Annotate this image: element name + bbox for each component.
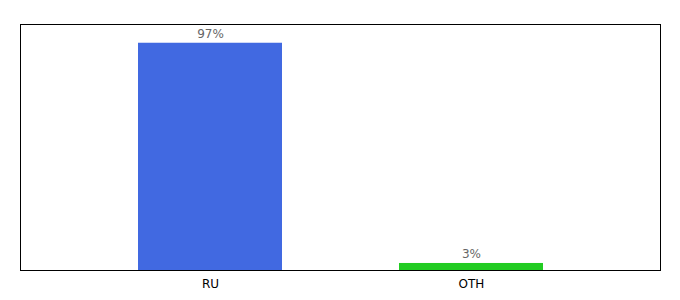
- svg-text:3%: 3%: [462, 247, 481, 261]
- svg-text:RU: RU: [202, 277, 219, 291]
- svg-text:97%: 97%: [197, 27, 224, 41]
- svg-text:OTH: OTH: [459, 277, 485, 291]
